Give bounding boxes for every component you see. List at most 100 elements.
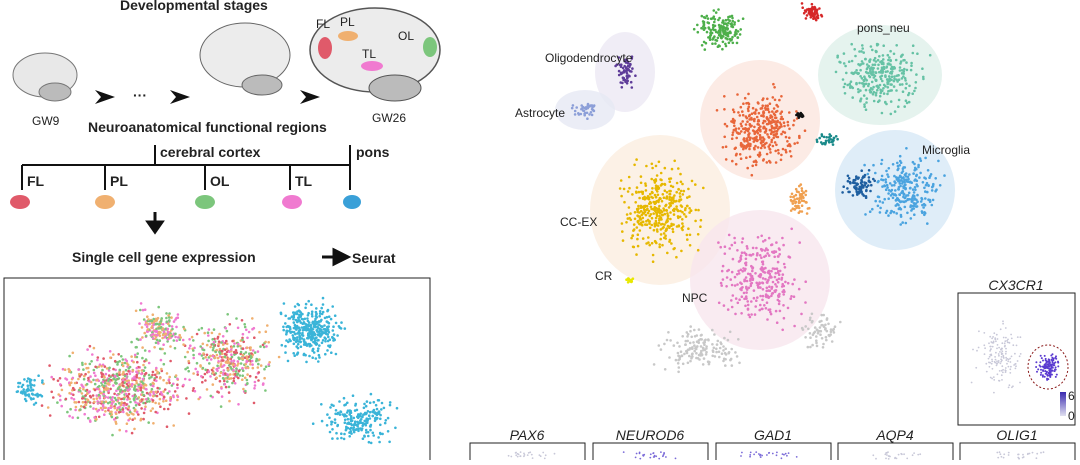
cell-dot bbox=[882, 44, 885, 47]
cell-dot bbox=[723, 252, 727, 255]
cell-dot bbox=[140, 369, 144, 372]
cell-dot bbox=[372, 400, 376, 404]
cell-dot bbox=[846, 174, 850, 178]
cell-dot bbox=[679, 209, 682, 213]
cell-dot bbox=[750, 112, 754, 115]
cell-dot bbox=[639, 175, 643, 178]
cell-dot bbox=[863, 184, 867, 187]
cell-dot bbox=[658, 219, 661, 222]
cell-dot bbox=[729, 22, 733, 26]
cell-dot bbox=[820, 134, 824, 138]
cell-dot bbox=[1022, 453, 1024, 456]
cell-dot bbox=[1040, 451, 1042, 454]
cell-dot bbox=[147, 361, 151, 365]
cell-dot bbox=[877, 179, 880, 183]
cell-dot bbox=[761, 307, 764, 311]
cell-dot bbox=[114, 398, 118, 402]
cell-dot bbox=[725, 285, 728, 288]
cell-dot bbox=[320, 341, 324, 345]
cell-dot bbox=[510, 455, 513, 458]
cell-dot bbox=[304, 302, 308, 306]
cell-dot bbox=[209, 375, 212, 378]
cell-dot bbox=[113, 374, 117, 378]
cell-dot bbox=[384, 419, 388, 422]
cell-dot bbox=[757, 123, 760, 126]
cell-dot bbox=[692, 341, 695, 344]
cell-dot bbox=[209, 345, 212, 349]
cell-dot bbox=[1019, 353, 1022, 355]
cell-dot bbox=[29, 378, 33, 382]
cell-dot bbox=[724, 18, 728, 22]
cell-dot bbox=[23, 397, 27, 401]
cell-dot bbox=[131, 418, 134, 422]
cell-dot bbox=[151, 370, 155, 374]
cell-dot bbox=[209, 358, 213, 361]
cell-dot bbox=[748, 145, 751, 148]
cell-dot bbox=[661, 227, 664, 230]
cell-dot bbox=[809, 336, 812, 340]
cell-dot bbox=[806, 345, 810, 349]
cell-dot bbox=[889, 71, 892, 75]
cell-dot bbox=[700, 338, 703, 341]
cell-dot bbox=[241, 347, 245, 350]
cell-dot bbox=[111, 374, 114, 377]
cell-dot bbox=[143, 331, 146, 335]
cell-dot bbox=[154, 368, 158, 372]
cell-dot bbox=[181, 338, 185, 342]
cell-dot bbox=[713, 20, 716, 24]
cell-dot bbox=[27, 388, 31, 392]
cell-dot bbox=[679, 180, 683, 184]
cell-dot bbox=[827, 322, 830, 326]
cell-dot bbox=[873, 56, 877, 60]
cell-dot bbox=[224, 385, 228, 389]
cell-dot bbox=[263, 367, 266, 371]
cell-dot bbox=[218, 332, 221, 336]
cell-dot bbox=[126, 398, 129, 401]
cell-dot bbox=[86, 398, 89, 401]
cell-dot bbox=[128, 365, 132, 369]
cell-dot bbox=[237, 362, 240, 365]
cell-dot bbox=[766, 133, 769, 136]
cell-dot bbox=[713, 18, 717, 21]
cell-dot bbox=[805, 201, 808, 204]
cell-dot bbox=[232, 379, 236, 383]
cell-dot bbox=[727, 21, 730, 25]
cell-dot bbox=[71, 416, 74, 419]
cell-dot bbox=[173, 346, 177, 350]
cell-dot bbox=[110, 398, 114, 402]
cell-dot bbox=[268, 361, 271, 364]
cell-dot bbox=[911, 454, 914, 457]
cell-dot bbox=[776, 148, 780, 152]
cell-dot bbox=[226, 373, 229, 376]
cell-dot bbox=[761, 262, 765, 266]
cell-dot bbox=[753, 139, 757, 142]
cell-dot bbox=[156, 333, 159, 337]
cell-dot bbox=[32, 384, 36, 387]
cell-dot bbox=[713, 355, 717, 358]
cell-dot bbox=[640, 213, 644, 217]
cell-dot bbox=[859, 68, 862, 72]
cell-dot bbox=[101, 368, 104, 372]
cell-dot bbox=[718, 16, 721, 20]
cell-dot bbox=[74, 405, 78, 409]
cell-dot bbox=[919, 171, 922, 175]
cell-dot bbox=[800, 189, 804, 193]
cell-dot bbox=[1009, 372, 1012, 374]
cell-dot bbox=[159, 391, 163, 394]
cell-dot bbox=[148, 400, 151, 403]
cell-dot bbox=[809, 316, 812, 320]
cell-dot bbox=[738, 361, 741, 365]
cell-dot bbox=[71, 351, 75, 355]
cell-dot bbox=[767, 296, 770, 300]
cell-dot bbox=[22, 388, 26, 391]
cell-dot bbox=[56, 379, 60, 383]
cell-dot bbox=[216, 390, 219, 394]
cell-dot bbox=[897, 207, 901, 211]
cell-dot bbox=[79, 408, 82, 411]
cell-dot bbox=[650, 241, 654, 245]
cell-dot bbox=[730, 14, 734, 18]
cell-dot bbox=[280, 343, 284, 347]
cell-dot bbox=[713, 24, 717, 28]
cell-dot bbox=[655, 211, 658, 214]
cell-dot bbox=[1017, 453, 1020, 456]
